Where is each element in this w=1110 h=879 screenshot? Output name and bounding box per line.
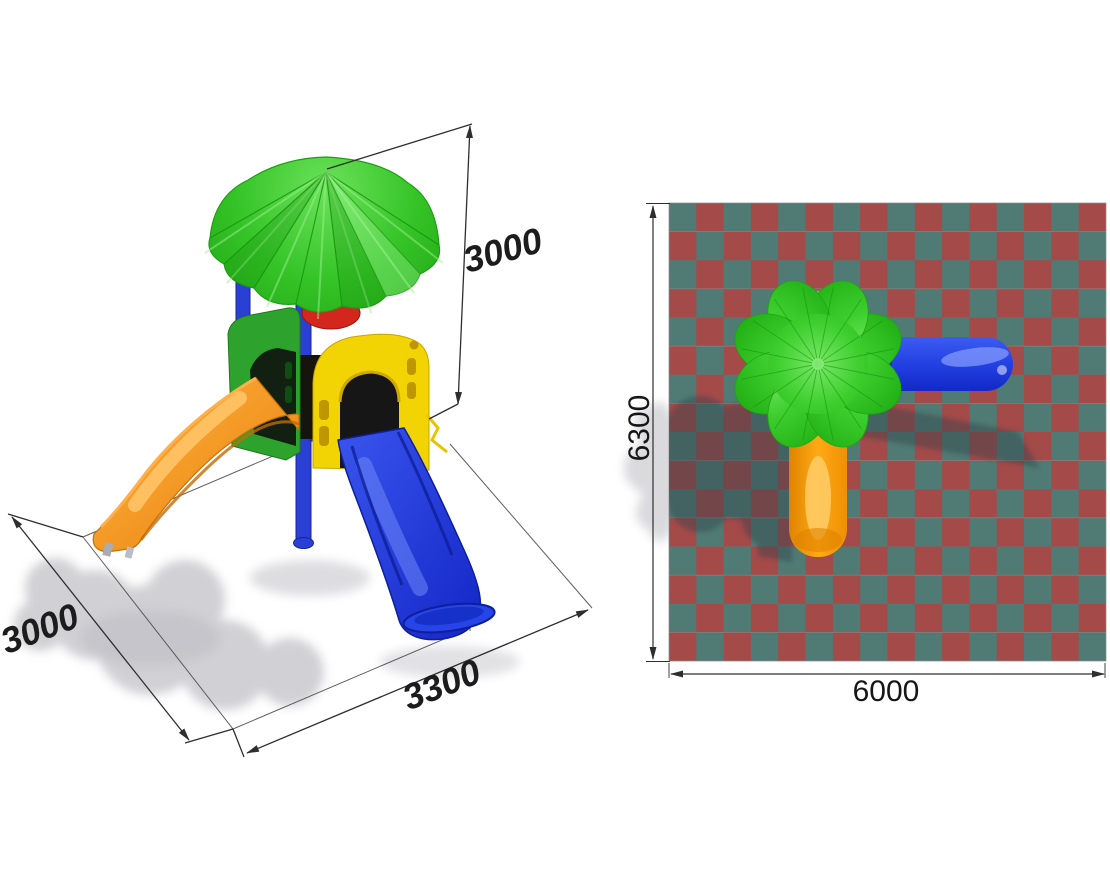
canopy-roof (204, 156, 444, 320)
slide-highlight (941, 347, 1009, 367)
plan-view: 6300 6000 (623, 202, 1107, 708)
panel-slot (285, 386, 292, 403)
slide-bed-highlight (128, 391, 247, 512)
slide-highlight (805, 456, 831, 540)
iso-dimensions (7, 123, 589, 758)
plan-depth-dimension-label: 6300 (623, 395, 656, 462)
panel-slot (319, 426, 329, 446)
canopy-apex (812, 358, 824, 370)
canopy-ribs (209, 171, 440, 307)
depth-dimension (7, 513, 234, 744)
height-dimension (326, 123, 473, 420)
plan-depth-dimension (646, 203, 670, 662)
plan-dimensions (646, 203, 1106, 678)
canopy-flower-top (734, 280, 902, 448)
canopy-rib-highlights (204, 171, 444, 320)
plan-width-dimension-label: 6000 (853, 675, 920, 708)
height-dimension-label: 3000 (458, 219, 546, 280)
safety-rope (425, 414, 448, 454)
blue-slide (337, 427, 496, 641)
plan-width-dimension (668, 663, 1106, 678)
canopy-pleats (741, 287, 895, 441)
panel-slot (285, 362, 292, 379)
isometric-view: 3000 3000 3300 (0, 123, 593, 758)
panel-slot (407, 382, 416, 399)
post-foot-cap (293, 537, 314, 549)
panel-hole (409, 340, 419, 350)
panel-slot (407, 358, 416, 375)
slide-bed-sheen (356, 457, 428, 596)
panel-slot (319, 400, 329, 420)
orange-slide (92, 376, 300, 559)
width-dimension (232, 609, 589, 758)
